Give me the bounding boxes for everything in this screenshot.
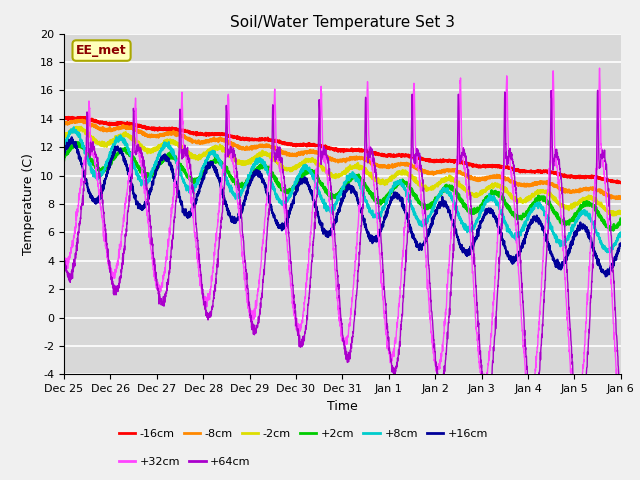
-8cm — [469, 175, 477, 181]
-16cm — [65, 114, 72, 120]
+16cm — [284, 213, 292, 218]
Line: +32cm: +32cm — [64, 68, 621, 382]
+16cm — [298, 178, 306, 184]
Line: -16cm: -16cm — [64, 117, 621, 183]
-8cm — [60, 122, 68, 128]
-16cm — [284, 141, 292, 147]
+8cm — [577, 209, 585, 215]
+32cm — [292, 323, 300, 328]
-2cm — [298, 159, 306, 165]
+32cm — [469, 268, 477, 274]
+64cm — [60, 258, 68, 264]
-8cm — [298, 151, 306, 156]
+8cm — [469, 224, 477, 229]
-8cm — [78, 117, 86, 123]
+16cm — [292, 184, 300, 190]
+16cm — [469, 244, 477, 250]
Text: EE_met: EE_met — [76, 44, 127, 57]
Y-axis label: Temperature (C): Temperature (C) — [22, 153, 35, 255]
+2cm — [469, 209, 477, 215]
+64cm — [298, 336, 306, 342]
+2cm — [577, 203, 585, 209]
-16cm — [469, 163, 477, 169]
+16cm — [60, 153, 68, 158]
+2cm — [75, 140, 83, 145]
+2cm — [298, 171, 306, 177]
+32cm — [577, 379, 585, 384]
+64cm — [292, 316, 300, 322]
Line: -2cm: -2cm — [64, 127, 621, 216]
+8cm — [284, 195, 292, 201]
+2cm — [610, 228, 618, 233]
+8cm — [60, 142, 68, 148]
+2cm — [292, 182, 300, 188]
+8cm — [606, 250, 614, 255]
+64cm — [594, 87, 602, 93]
Line: +16cm: +16cm — [64, 137, 621, 276]
Line: +8cm: +8cm — [64, 127, 621, 252]
-8cm — [612, 196, 620, 202]
-2cm — [292, 165, 300, 171]
-2cm — [610, 213, 618, 218]
+8cm — [84, 155, 92, 161]
-16cm — [577, 173, 585, 179]
+64cm — [434, 379, 442, 384]
+16cm — [602, 274, 609, 279]
+32cm — [617, 379, 625, 384]
Line: -8cm: -8cm — [64, 120, 621, 199]
+8cm — [617, 229, 625, 235]
-16cm — [60, 114, 68, 120]
+2cm — [284, 189, 292, 194]
+64cm — [577, 379, 585, 384]
-2cm — [469, 192, 477, 198]
+64cm — [617, 379, 625, 384]
-8cm — [617, 195, 625, 201]
+64cm — [84, 110, 92, 116]
+32cm — [478, 379, 486, 384]
+16cm — [577, 224, 585, 229]
-8cm — [84, 120, 92, 126]
+16cm — [68, 134, 76, 140]
-2cm — [577, 198, 585, 204]
+32cm — [84, 148, 92, 154]
+32cm — [284, 248, 291, 253]
+8cm — [298, 166, 306, 171]
+2cm — [617, 216, 625, 221]
+32cm — [60, 255, 68, 261]
-2cm — [77, 124, 85, 130]
-2cm — [60, 132, 68, 138]
Line: +64cm: +64cm — [64, 90, 621, 382]
-2cm — [284, 167, 292, 172]
+8cm — [292, 175, 300, 181]
Legend: +32cm, +64cm: +32cm, +64cm — [114, 452, 255, 471]
X-axis label: Time: Time — [327, 400, 358, 413]
-16cm — [292, 141, 300, 147]
-16cm — [614, 180, 622, 186]
+8cm — [70, 124, 77, 130]
-8cm — [577, 187, 585, 192]
-2cm — [84, 130, 92, 135]
+2cm — [84, 152, 92, 157]
+64cm — [284, 216, 291, 221]
-16cm — [84, 116, 92, 122]
Title: Soil/Water Temperature Set 3: Soil/Water Temperature Set 3 — [230, 15, 455, 30]
+16cm — [617, 243, 625, 249]
-8cm — [284, 151, 292, 156]
-16cm — [298, 141, 306, 147]
-8cm — [292, 153, 300, 159]
+32cm — [298, 317, 306, 323]
-2cm — [617, 210, 625, 216]
Line: +2cm: +2cm — [64, 143, 621, 230]
+2cm — [60, 157, 68, 163]
+64cm — [469, 235, 477, 241]
+16cm — [84, 185, 92, 191]
-16cm — [617, 180, 625, 185]
+32cm — [596, 65, 604, 71]
